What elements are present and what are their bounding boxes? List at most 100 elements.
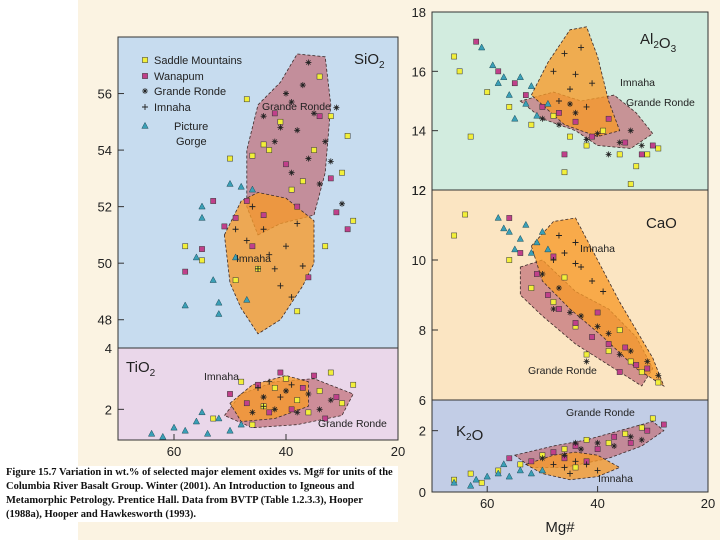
grande-ronde-point [288,99,295,106]
picture-gorge-point [215,309,223,317]
imnaha-field-label: Imnaha [620,77,655,89]
grande-ronde-point [611,443,618,449]
panel-title: TiO2 [126,359,156,379]
grande-ronde-point [578,313,585,319]
saddle-mountains-point [638,424,645,431]
imnaha-point [589,80,596,87]
wanapum-point [511,80,518,87]
title-text: Al [640,31,653,48]
grande-ronde-point [594,323,601,330]
grande-ronde-point [294,127,301,134]
wanapum-point [249,243,256,250]
wanapum-point [556,306,562,312]
wanapum-point [644,365,651,372]
picture-gorge-point [511,245,519,253]
picture-gorge-point [209,276,217,283]
picture-gorge-point [159,432,167,440]
y-tick-label: 48 [98,313,112,328]
imnaha-field-label: Imnaha [580,243,615,255]
picture-gorge-point [516,234,524,242]
grande-ronde-point [271,138,278,145]
grande-ronde-point [638,142,645,149]
picture-gorge-point [192,417,201,425]
wanapum-point [611,433,618,440]
grande-ronde-point [605,330,612,337]
grande-ronde-point [627,348,634,354]
picture-gorge-point [544,99,552,107]
wanapum-point [517,250,524,256]
wanapum-point [199,246,205,252]
imnaha-point [266,378,273,385]
grande-ronde-point [327,397,334,404]
picture-gorge-point [141,121,149,129]
grande-ronde-point [561,452,568,459]
imnaha-point [232,226,239,233]
grande-ronde-point [627,433,634,440]
saddle-mountains-point [572,464,579,471]
imnaha-field [530,26,621,138]
saddle-mountains-point [327,113,334,120]
grande-ronde-point [260,394,267,401]
saddle-mountains-point [299,178,306,185]
wanapum-point [550,449,557,455]
y-tick-label: 2 [419,424,426,439]
saddle-mountains-point [350,217,357,224]
grande-ronde-point [333,104,340,111]
imnaha-point [583,103,590,110]
title-text: O [472,427,484,444]
wanapum-point [561,151,568,158]
imnaha-point [555,232,562,239]
saddle-mountains-point [249,152,256,159]
grande-ronde-point [567,100,573,107]
picture-gorge-point [237,182,245,190]
wanapum-point [534,271,540,277]
wanapum-point [182,268,189,275]
saddle-mountains-point [528,285,535,291]
saddle-mountains-point [517,461,524,468]
saddle-mountains-point [294,397,301,403]
wanapum-point [316,113,323,120]
saddle-mountains-point [583,437,590,443]
saddle-mountains-point [605,440,612,446]
grande-ronde-point [616,139,623,146]
saddle-mountains-point [451,53,457,60]
wanapum-point [627,440,634,446]
grande-ronde-field-label: Grande Ronde [566,407,635,419]
grande-ronde-point [305,391,312,397]
wanapum-point [545,292,551,298]
wanapum-point [572,118,579,125]
saddle-mountains-point [616,327,623,333]
wanapum-point [305,274,312,281]
legend-label: Imnaha [154,102,192,114]
saddle-mountains-point [266,147,273,153]
y-tick-label: 8 [419,323,426,338]
title-subscript: 2 [653,40,659,51]
picture-gorge-point [505,227,513,235]
saddle-mountains-point [316,73,323,80]
imnaha-point [142,104,148,110]
saddle-mountains-point [484,89,491,95]
wanapum-point [227,391,233,397]
imnaha-point [294,220,301,227]
grande-ronde-point [283,387,289,394]
picture-gorge-point [500,460,508,468]
picture-gorge-point [226,179,234,187]
y-tick-label: 16 [412,64,426,79]
saddle-mountains-point [600,127,606,134]
saddle-mountains-point [561,169,568,176]
picture-gorge-point [527,248,535,256]
picture-gorge-point [500,224,508,232]
saddle-mountains-point [467,470,474,477]
saddle-mountains-point [655,145,662,152]
imnaha-point [550,257,557,263]
saddle-mountains-point [627,358,634,365]
wanapum-point [232,215,239,221]
imnaha-point [283,243,289,250]
saddle-mountains-point [260,141,267,148]
grande-ronde-point [550,306,557,312]
picture-gorge-point [198,213,206,221]
title-text: CaO [646,215,677,232]
panel-tio2: 24604020Mg# [105,341,405,484]
panel-sio2: 48 50 52 54 56 [98,36,399,349]
grande-ronde-point [555,285,562,291]
